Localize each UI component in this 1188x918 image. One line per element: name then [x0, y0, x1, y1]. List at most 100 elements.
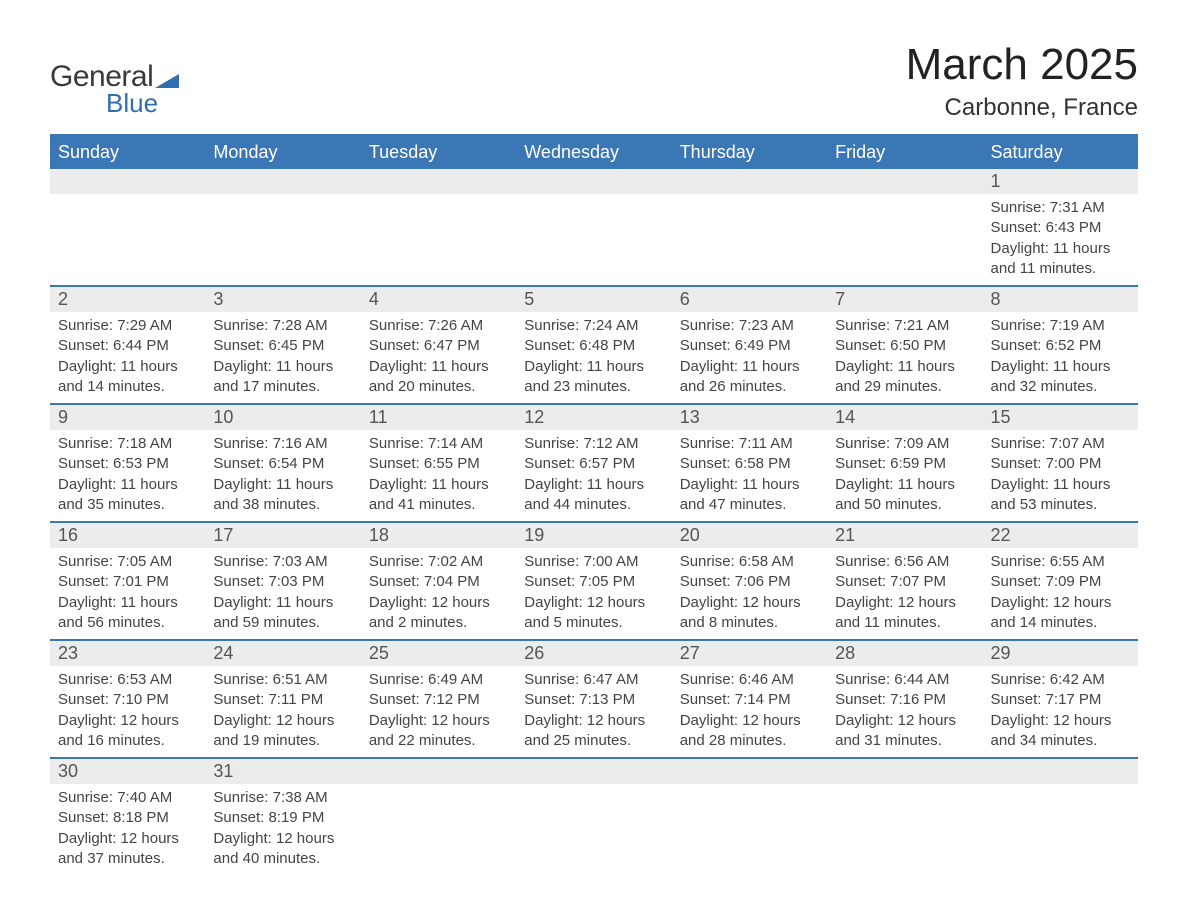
day-number: 6 [672, 287, 827, 312]
sunset: Sunset: 7:14 PM [680, 690, 819, 710]
col-friday: Friday [827, 135, 982, 169]
day-details: Sunrise: 6:53 AMSunset: 7:10 PMDaylight:… [50, 666, 205, 757]
day-details: Sunrise: 6:44 AMSunset: 7:16 PMDaylight:… [827, 666, 982, 757]
calendar-week: 16Sunrise: 7:05 AMSunset: 7:01 PMDayligh… [50, 522, 1138, 640]
day-number: 21 [827, 523, 982, 548]
calendar-cell: 24Sunrise: 6:51 AMSunset: 7:11 PMDayligh… [205, 640, 360, 758]
day-details: Sunrise: 7:09 AMSunset: 6:59 PMDaylight:… [827, 430, 982, 521]
daylight-1: Daylight: 12 hours [524, 593, 663, 613]
empty-day-body [361, 784, 516, 794]
sunset: Sunset: 6:50 PM [835, 336, 974, 356]
calendar-cell: 25Sunrise: 6:49 AMSunset: 7:12 PMDayligh… [361, 640, 516, 758]
sunrise: Sunrise: 7:09 AM [835, 434, 974, 454]
sunset: Sunset: 7:09 PM [991, 572, 1130, 592]
day-number: 19 [516, 523, 671, 548]
daylight-2: and 11 minutes. [835, 613, 974, 633]
calendar-cell: 15Sunrise: 7:07 AMSunset: 7:00 PMDayligh… [983, 404, 1138, 522]
day-details: Sunrise: 6:51 AMSunset: 7:11 PMDaylight:… [205, 666, 360, 757]
sunrise: Sunrise: 6:47 AM [524, 670, 663, 690]
sunrise: Sunrise: 6:49 AM [369, 670, 508, 690]
daylight-1: Daylight: 12 hours [680, 593, 819, 613]
day-details: Sunrise: 7:11 AMSunset: 6:58 PMDaylight:… [672, 430, 827, 521]
day-details: Sunrise: 7:26 AMSunset: 6:47 PMDaylight:… [361, 312, 516, 403]
daylight-2: and 2 minutes. [369, 613, 508, 633]
empty-day-band [672, 759, 827, 784]
daylight-1: Daylight: 11 hours [369, 475, 508, 495]
day-details: Sunrise: 7:07 AMSunset: 7:00 PMDaylight:… [983, 430, 1138, 521]
calendar-cell: 31Sunrise: 7:38 AMSunset: 8:19 PMDayligh… [205, 758, 360, 875]
sunrise: Sunrise: 6:42 AM [991, 670, 1130, 690]
calendar-cell: 13Sunrise: 7:11 AMSunset: 6:58 PMDayligh… [672, 404, 827, 522]
day-details: Sunrise: 7:31 AMSunset: 6:43 PMDaylight:… [983, 194, 1138, 285]
empty-day-body [516, 194, 671, 204]
day-details: Sunrise: 7:05 AMSunset: 7:01 PMDaylight:… [50, 548, 205, 639]
daylight-2: and 22 minutes. [369, 731, 508, 751]
day-number: 20 [672, 523, 827, 548]
calendar-cell: 5Sunrise: 7:24 AMSunset: 6:48 PMDaylight… [516, 286, 671, 404]
empty-day-body [672, 194, 827, 204]
col-wednesday: Wednesday [516, 135, 671, 169]
empty-day-band [205, 169, 360, 194]
sunset: Sunset: 7:17 PM [991, 690, 1130, 710]
sunset: Sunset: 6:58 PM [680, 454, 819, 474]
daylight-2: and 14 minutes. [991, 613, 1130, 633]
empty-day-band [672, 169, 827, 194]
sunset: Sunset: 7:05 PM [524, 572, 663, 592]
day-details: Sunrise: 6:49 AMSunset: 7:12 PMDaylight:… [361, 666, 516, 757]
day-details: Sunrise: 7:40 AMSunset: 8:18 PMDaylight:… [50, 784, 205, 875]
sunset: Sunset: 7:16 PM [835, 690, 974, 710]
daylight-2: and 38 minutes. [213, 495, 352, 515]
day-details: Sunrise: 7:14 AMSunset: 6:55 PMDaylight:… [361, 430, 516, 521]
calendar-cell [50, 169, 205, 286]
calendar-cell [361, 169, 516, 286]
day-number: 7 [827, 287, 982, 312]
sunset: Sunset: 6:45 PM [213, 336, 352, 356]
sunset: Sunset: 6:52 PM [991, 336, 1130, 356]
daylight-1: Daylight: 11 hours [835, 475, 974, 495]
day-number: 22 [983, 523, 1138, 548]
sunset: Sunset: 7:11 PM [213, 690, 352, 710]
sunrise: Sunrise: 6:53 AM [58, 670, 197, 690]
calendar-cell: 3Sunrise: 7:28 AMSunset: 6:45 PMDaylight… [205, 286, 360, 404]
sunset: Sunset: 7:00 PM [991, 454, 1130, 474]
logo-text-blue: Blue [106, 88, 158, 119]
calendar-cell: 2Sunrise: 7:29 AMSunset: 6:44 PMDaylight… [50, 286, 205, 404]
daylight-1: Daylight: 11 hours [524, 357, 663, 377]
calendar-cell: 7Sunrise: 7:21 AMSunset: 6:50 PMDaylight… [827, 286, 982, 404]
sunrise: Sunrise: 6:58 AM [680, 552, 819, 572]
empty-day-band [516, 169, 671, 194]
sunset: Sunset: 7:12 PM [369, 690, 508, 710]
daylight-1: Daylight: 11 hours [991, 357, 1130, 377]
sunset: Sunset: 6:57 PM [524, 454, 663, 474]
day-number: 14 [827, 405, 982, 430]
daylight-2: and 17 minutes. [213, 377, 352, 397]
calendar-cell: 27Sunrise: 6:46 AMSunset: 7:14 PMDayligh… [672, 640, 827, 758]
sunset: Sunset: 6:59 PM [835, 454, 974, 474]
calendar-cell: 6Sunrise: 7:23 AMSunset: 6:49 PMDaylight… [672, 286, 827, 404]
sunrise: Sunrise: 7:21 AM [835, 316, 974, 336]
daylight-2: and 5 minutes. [524, 613, 663, 633]
daylight-1: Daylight: 12 hours [835, 593, 974, 613]
sunset: Sunset: 8:19 PM [213, 808, 352, 828]
sunset: Sunset: 7:06 PM [680, 572, 819, 592]
day-number: 17 [205, 523, 360, 548]
day-details: Sunrise: 7:02 AMSunset: 7:04 PMDaylight:… [361, 548, 516, 639]
day-details: Sunrise: 7:23 AMSunset: 6:49 PMDaylight:… [672, 312, 827, 403]
sunrise: Sunrise: 7:03 AM [213, 552, 352, 572]
calendar-cell [516, 758, 671, 875]
header: General Blue March 2025 Carbonne, France [50, 40, 1138, 122]
day-details: Sunrise: 7:38 AMSunset: 8:19 PMDaylight:… [205, 784, 360, 875]
daylight-1: Daylight: 12 hours [369, 593, 508, 613]
empty-day-body [516, 784, 671, 794]
day-details: Sunrise: 7:03 AMSunset: 7:03 PMDaylight:… [205, 548, 360, 639]
day-details: Sunrise: 7:24 AMSunset: 6:48 PMDaylight:… [516, 312, 671, 403]
daylight-2: and 56 minutes. [58, 613, 197, 633]
sunrise: Sunrise: 7:07 AM [991, 434, 1130, 454]
sunset: Sunset: 7:03 PM [213, 572, 352, 592]
calendar-cell [827, 169, 982, 286]
sunrise: Sunrise: 7:28 AM [213, 316, 352, 336]
day-details: Sunrise: 7:19 AMSunset: 6:52 PMDaylight:… [983, 312, 1138, 403]
day-number: 2 [50, 287, 205, 312]
day-number: 9 [50, 405, 205, 430]
daylight-2: and 50 minutes. [835, 495, 974, 515]
